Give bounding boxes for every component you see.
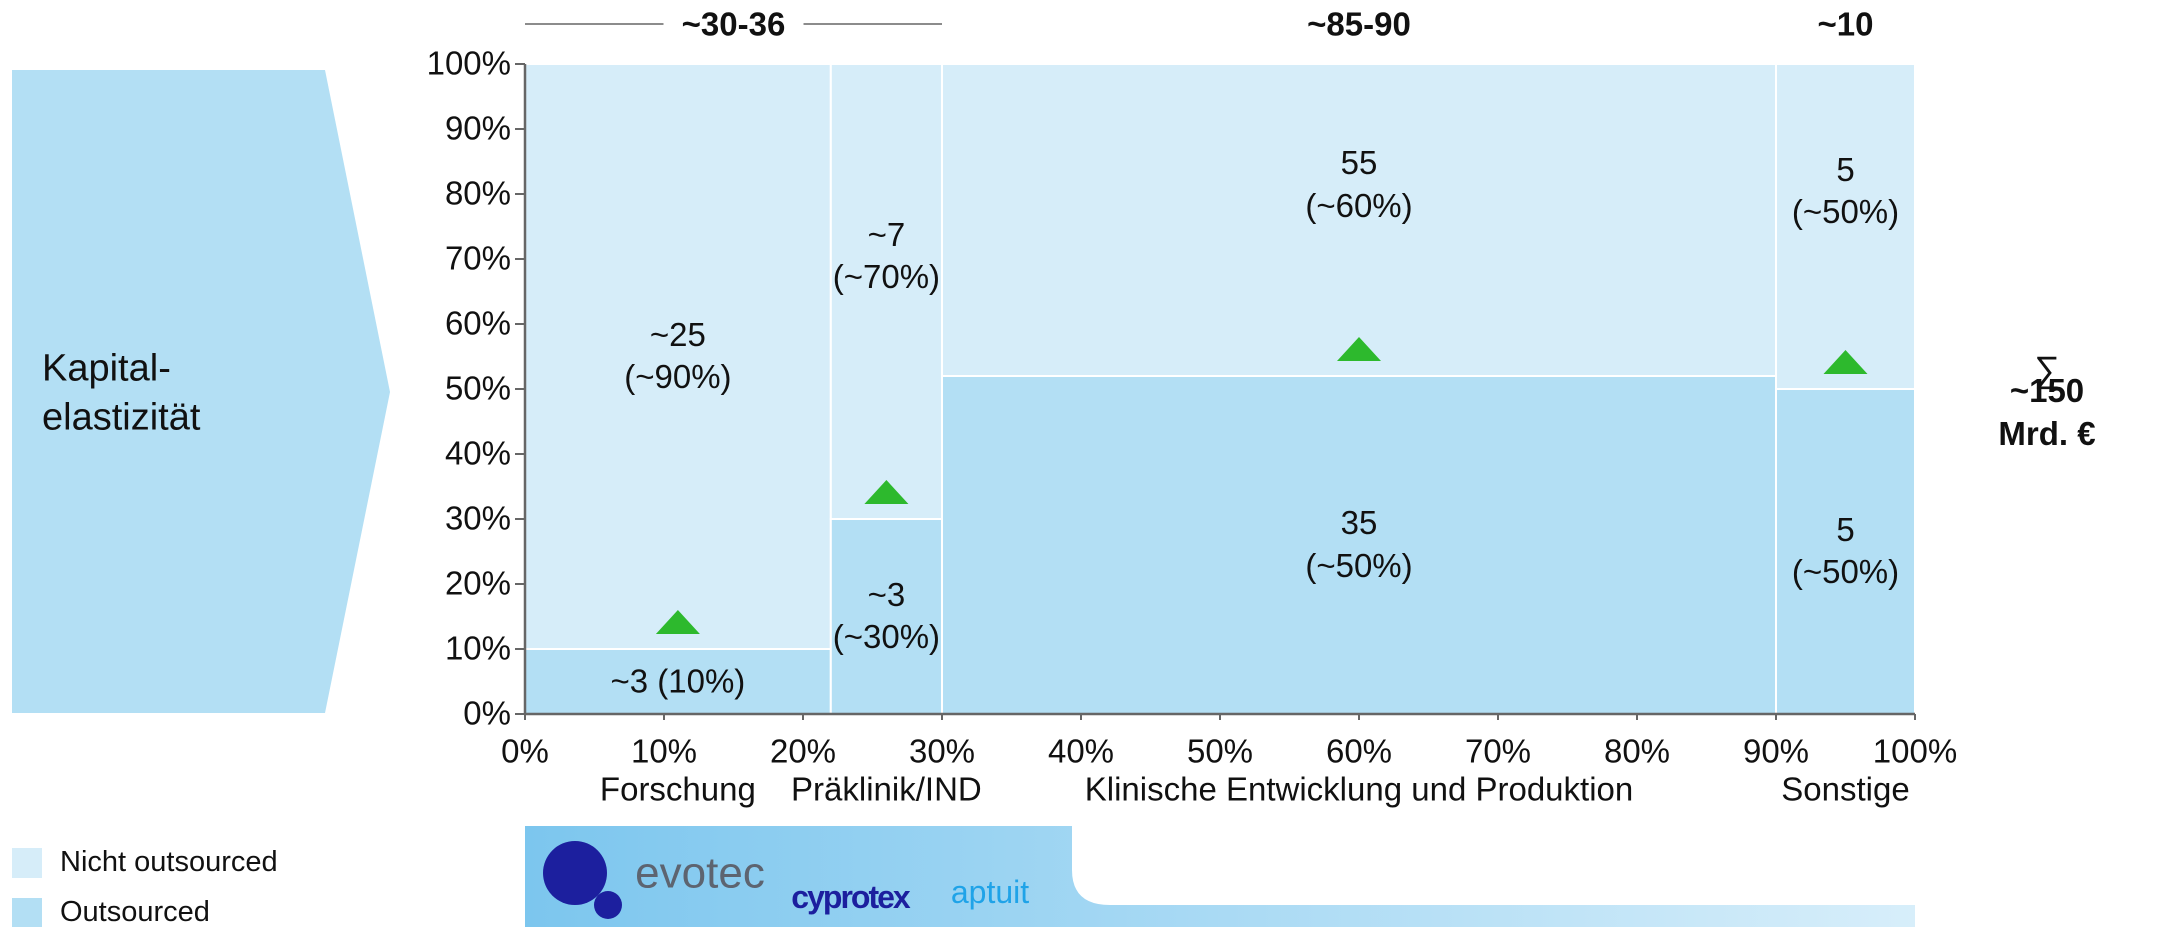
legend-label: Nicht outsourced [60, 846, 278, 879]
y-tick-label: 100% [426, 44, 511, 82]
marker [655, 610, 700, 634]
y-tick-label: 40% [444, 434, 511, 472]
legend-swatch [12, 898, 42, 927]
logo-text: cyprotex [791, 879, 910, 916]
x-tick-label: 80% [1603, 732, 1671, 770]
side-arrow [12, 70, 390, 713]
x-tick-label: 40% [1047, 732, 1115, 770]
x-tick-label: 60% [1325, 732, 1393, 770]
logo-text: evotec [635, 848, 765, 898]
marker [864, 480, 909, 504]
total-symbol: ∑ [2034, 348, 2060, 390]
y-tick-label: 20% [444, 564, 511, 602]
logo-circle [543, 841, 607, 905]
y-tick-label: 0% [463, 694, 511, 732]
marker [1337, 337, 1381, 361]
segment [524, 63, 832, 650]
segment-label: 5 (~50%) [1791, 150, 1900, 231]
legend-label: Outsourced [60, 896, 210, 927]
segment [829, 518, 943, 715]
top-label: ~30-36 [681, 5, 786, 43]
logo-banner [525, 826, 1915, 927]
x-tick-label: 0% [501, 732, 549, 770]
segment-label: ~7 (~70%) [832, 215, 941, 296]
segment-label: 5 (~50%) [1791, 510, 1900, 591]
x-tick-label: 70% [1464, 732, 1532, 770]
x-tick-label: 10% [630, 732, 698, 770]
y-tick-label: 80% [444, 174, 511, 212]
top-label: ~10 [1817, 5, 1874, 43]
top-label: ~85-90 [1307, 5, 1411, 43]
category-label: Sonstige [1781, 770, 1910, 808]
segment-label: ~3 (10%) [610, 662, 746, 700]
logo-text: aptuit [950, 874, 1030, 911]
segment-label: ~25 (~90%) [624, 315, 732, 396]
category-label: Klinische Entwicklung und Produktion [1084, 770, 1634, 808]
segment-label: 35 (~50%) [1305, 504, 1413, 584]
segment-label: 55 (~60%) [1305, 144, 1413, 224]
side-label: Kapital- elastizität [42, 347, 201, 439]
x-tick-label: 20% [769, 732, 837, 770]
y-tick-label: 30% [444, 499, 511, 537]
y-tick-label: 10% [444, 629, 511, 667]
segment-label: ~3 (~30%) [832, 575, 941, 656]
y-tick-label: 70% [444, 239, 511, 277]
x-tick-label: 100% [1872, 732, 1958, 770]
logo-circle [594, 891, 622, 919]
y-tick-label: 90% [444, 109, 511, 147]
segment [941, 63, 1777, 377]
marker [1823, 350, 1868, 374]
x-tick-label: 50% [1186, 732, 1254, 770]
legend-swatch [12, 848, 42, 878]
category-label: Forschung [599, 770, 756, 808]
x-tick-label: 90% [1742, 732, 1810, 770]
y-tick-label: 50% [444, 369, 511, 407]
y-tick-label: 60% [444, 304, 511, 342]
segment [829, 63, 943, 520]
x-tick-label: 30% [908, 732, 976, 770]
segment [524, 648, 832, 715]
category-label: Präklinik/IND [791, 770, 982, 808]
total-label: ~150 Mrd. € [1998, 372, 2096, 452]
segment [1775, 63, 1916, 390]
